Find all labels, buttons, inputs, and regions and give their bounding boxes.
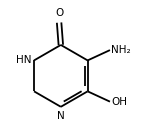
Text: NH₂: NH₂ [111,45,131,55]
Text: HN: HN [16,55,32,65]
Text: OH: OH [111,97,127,107]
Text: O: O [55,8,63,18]
Text: N: N [57,111,65,121]
